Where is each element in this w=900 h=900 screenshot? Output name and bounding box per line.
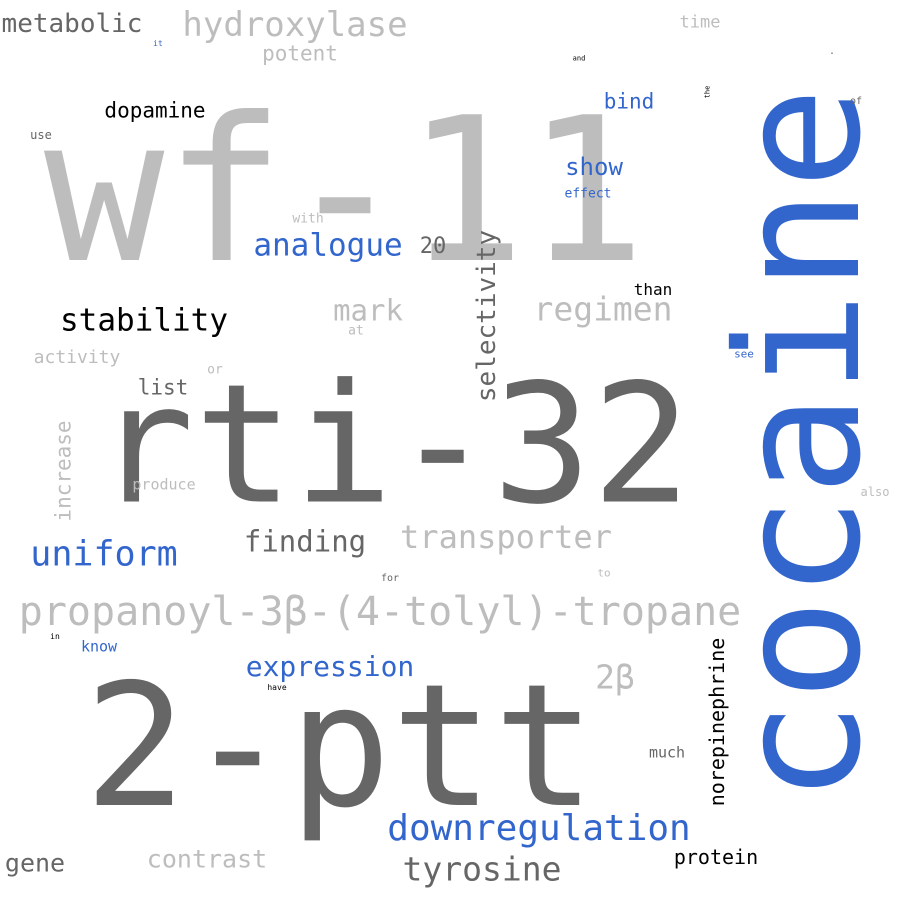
word-selectivity: selectivity (472, 229, 502, 403)
word-time: time (679, 12, 721, 33)
word-or: or (207, 362, 223, 378)
word-finding: finding (243, 524, 367, 559)
word-uniform: uniform (30, 534, 178, 575)
word-for: for (380, 573, 400, 584)
word-effect: effect (564, 186, 612, 202)
word-regimen: regimen (533, 289, 673, 329)
word-cocaine: cocaine (701, 86, 899, 804)
word-produce: produce (132, 475, 196, 494)
word-bind: bind (603, 89, 655, 114)
word-know: know (80, 637, 118, 656)
word-and: and (572, 54, 586, 63)
word-norepinephrine: norepinephrine (705, 637, 729, 807)
word-show: show (565, 153, 623, 181)
word-propanoyl-tropane: propanoyl-3β-(4-tolyl)-tropane (18, 589, 742, 635)
word-use: use (30, 128, 52, 142)
word-dopamine: dopamine (104, 98, 206, 123)
word-gene: gene (4, 848, 66, 878)
word-much: much (648, 743, 686, 762)
word-see: see (734, 347, 754, 361)
word-to: to (597, 566, 611, 580)
word-transporter: transporter (400, 518, 612, 556)
word-20: 20 (419, 234, 447, 259)
word-mark: mark (333, 293, 403, 328)
word-tyrosine: tyrosine (402, 849, 562, 889)
word-than: than (633, 280, 673, 299)
word-wf-11: wf-11 (43, 75, 647, 308)
word-dot: . (828, 46, 836, 57)
word-potent: potent (262, 41, 338, 66)
word-at: at (348, 323, 364, 339)
word-also: also (860, 485, 890, 499)
word-in: in (50, 632, 60, 641)
word-metabolic: metabolic (1, 9, 143, 39)
word-it: it (153, 39, 163, 48)
word-rti-32: rti-32 (94, 348, 692, 541)
word-2beta: 2β (595, 657, 635, 697)
word-contrast: contrast (146, 844, 268, 874)
word-with: with (292, 211, 324, 227)
word-protein: protein (673, 845, 759, 869)
word-have: have (267, 683, 287, 692)
word-activity: activity (33, 347, 121, 368)
word-2-ptt: 2-ptt (84, 648, 596, 846)
word-hydroxylase: hydroxylase (182, 5, 408, 45)
word-list: list (137, 375, 189, 400)
word-downregulation: downregulation (387, 808, 691, 849)
word-of: of (849, 96, 863, 107)
word-analogue: analogue (253, 227, 403, 264)
word-expression: expression (245, 650, 415, 683)
word-the: the (703, 85, 712, 99)
word-stability: stability (60, 302, 228, 339)
word-increase: increase (51, 420, 76, 522)
